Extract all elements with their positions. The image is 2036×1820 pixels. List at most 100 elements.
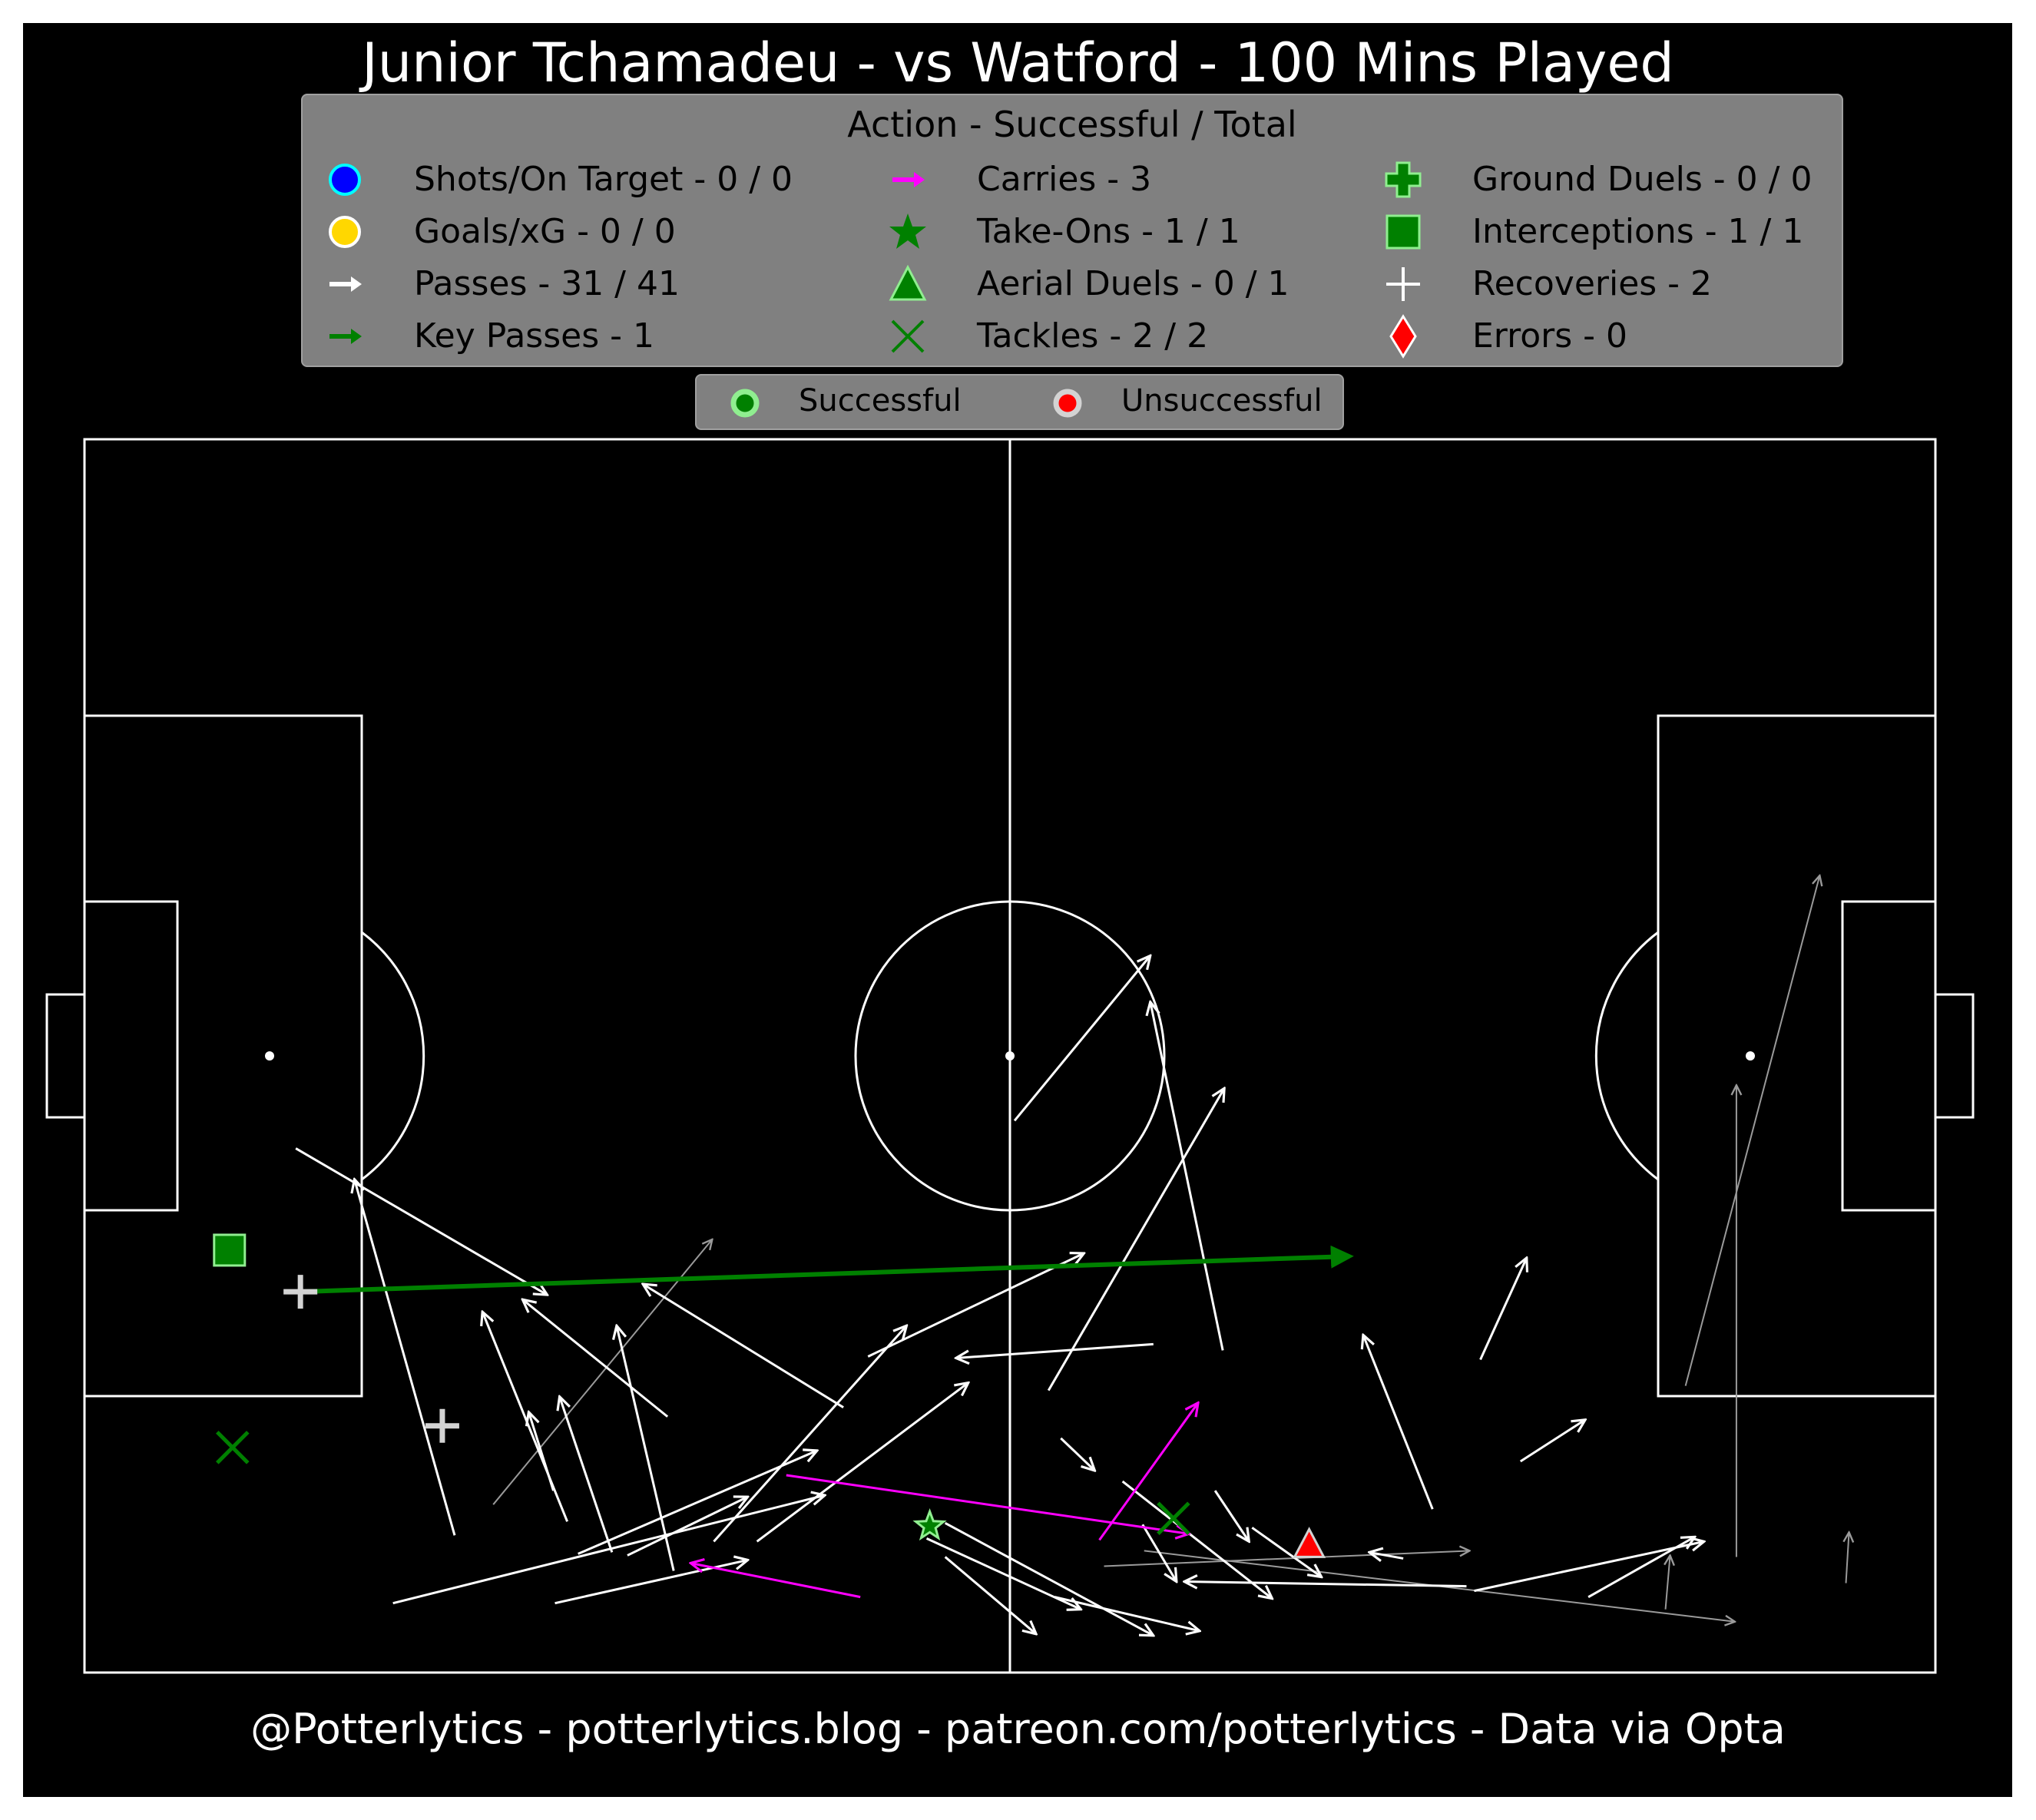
pass-arrow [528,1412,555,1491]
left-penalty-arc [361,931,425,1181]
pass-arrow [1479,1258,1527,1361]
legend-item-interceptions: Interceptions - 1 / 1 [1472,212,1804,251]
successful-passes [295,956,1704,1636]
pass-arrow-unsuccessful [1666,1555,1670,1610]
pass-arrow [1474,1541,1704,1593]
pass-arrow [1363,1335,1434,1510]
pass-arrow [1121,1480,1273,1599]
pass-arrow [1251,1527,1321,1577]
centre-circle [854,900,1166,1212]
legend-item-tackles: Tackles - 2 / 2 [977,316,1209,356]
tackle-marker [216,1431,250,1464]
legend-successful: Successful [799,383,962,419]
pass-arrow [1150,1002,1224,1351]
unsuccessful-passes [492,875,1849,1622]
pass-arrow [867,1253,1084,1358]
interception-marker [213,1233,247,1267]
pass-arrow [627,1497,748,1557]
legend-unsuccessful: Unsuccessful [1121,383,1323,419]
key-passes [300,1245,1354,1295]
pass-arrow-unsuccessful [1846,1532,1849,1583]
legend-item-carries: Carries - 3 [977,160,1152,199]
right-six-yard-box [1841,900,1937,1212]
white-arrow-icon [329,276,362,292]
footer-credit: @Potterlytics - potterlytics.blog - patr… [250,1705,1786,1753]
green-star-icon [889,213,926,249]
legend-item-ground-duels: Ground Duels - 0 / 0 [1472,160,1813,199]
legend-title: Action - Successful / Total [847,104,1297,145]
carry-arrow [690,1563,861,1599]
right-penalty-spot [1746,1051,1755,1061]
magenta-arrow-icon [892,172,925,187]
left-penalty-box [83,714,363,1398]
take-on-marker [912,1508,947,1541]
pass-arrow [482,1312,568,1522]
green-square-icon [1385,214,1421,250]
pass-arrow [1013,956,1150,1122]
legend-item-recoveries: Recoveries - 2 [1472,264,1713,303]
legend-item-passes: Passes - 31 / 41 [414,264,680,303]
recovery-marker [283,1275,318,1309]
pass-arrow [1047,1088,1224,1391]
recovery-marker [425,1408,459,1443]
pass-arrow [713,1325,906,1543]
carry-arrow [786,1474,1189,1534]
green-arrow-icon [329,329,362,344]
carry-arrow [1098,1403,1198,1541]
legend-item-goals: Goals/xG - 0 / 0 [414,212,676,251]
centre-spot [1005,1051,1015,1061]
white-plus-icon [1386,267,1420,301]
legend-item-aerial-duels: Aerial Duels - 0 / 1 [977,264,1289,303]
legend-item-take-ons: Take-Ons - 1 / 1 [977,212,1240,251]
legend-item-key-passes: Key Passes - 1 [414,316,654,356]
pass-arrow [1369,1552,1404,1558]
pass-arrow [1184,1582,1467,1587]
pass-arrow-unsuccessful [1684,875,1820,1386]
pass-arrow [944,1521,1154,1636]
pass-arrow-unsuccessful [492,1239,712,1505]
legend-item-shots: Shots/On Target - 0 / 0 [414,160,793,199]
left-penalty-spot [265,1051,274,1061]
successful-dot-icon [730,389,760,418]
pass-arrow [643,1284,844,1408]
pass-arrow [522,1299,669,1418]
pass-arrow [1054,1596,1200,1631]
green-x-icon [891,319,925,353]
right-penalty-arc [1594,931,1659,1181]
pass-arrow [392,1495,825,1605]
pass-arrow [756,1383,968,1543]
pass-arrow [1587,1537,1695,1598]
pass-arrow [617,1325,675,1571]
pass-arrow [354,1180,456,1536]
tackle-marker [1157,1501,1190,1536]
pass-arrow [578,1451,817,1555]
unsuccessful-dot-icon [1053,389,1082,418]
pitch-markings [45,438,1975,1674]
right-penalty-box [1657,714,1937,1398]
green-triangle-icon [889,264,927,301]
pass-arrow [956,1342,1154,1358]
legend-item-errors: Errors - 0 [1472,316,1628,356]
pass-arrow [1141,1524,1177,1581]
red-diamond-icon [1389,314,1417,359]
gold-circle-icon [329,216,361,248]
outcome-legend: Successful Unsuccessful [695,374,1344,430]
pass-arrow [560,1397,614,1553]
right-goal [1934,993,1975,1119]
carries [690,1403,1198,1599]
pass-arrow [1519,1420,1585,1463]
green-plus-icon [1385,161,1422,198]
left-six-yard-box [83,900,179,1212]
pass-arrow [295,1147,547,1295]
pass-arrow [1213,1490,1249,1541]
chart-title: Junior Tchamadeu - vs Watford - 100 Mins… [362,31,1674,94]
key-pass-arrow [300,1245,1354,1295]
pass-arrow [555,1560,748,1605]
left-goal [45,993,86,1119]
action-legend: Action - Successful / Total Shots/On Tar… [301,94,1843,367]
blue-circle-icon [329,164,361,196]
pass-arrow [944,1556,1036,1633]
action-markers [213,1233,1326,1558]
aerial-duel-marker [1293,1527,1326,1558]
